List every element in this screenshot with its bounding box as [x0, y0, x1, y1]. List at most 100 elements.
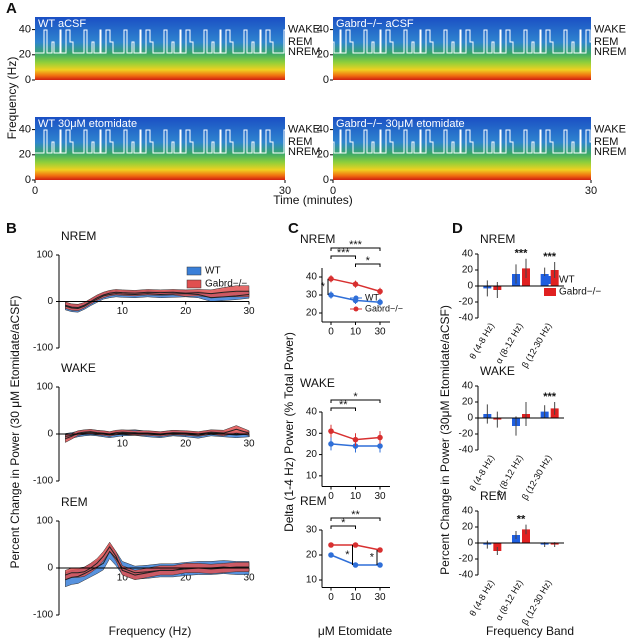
point	[377, 434, 383, 441]
panel-title: WAKE	[480, 364, 515, 378]
x-tick-label: 30	[374, 327, 386, 338]
significance-label: **	[339, 399, 348, 411]
x-tick-label: 30	[279, 185, 291, 197]
panel-label: A	[6, 0, 17, 17]
y-axis-label: Percent Change in Power (30 μM Etomidate…	[8, 295, 22, 568]
y-tick-label: 10	[306, 575, 318, 586]
panel-title: WAKE	[61, 361, 96, 375]
bar	[522, 529, 530, 543]
x-tick-label: 0	[330, 185, 336, 197]
y-tick-label: 0	[467, 538, 473, 549]
x-tick-label: 20	[180, 573, 192, 584]
significance-label: ***	[543, 251, 557, 263]
point	[328, 441, 334, 447]
panel-title: Gabrd−/− 30μM etomidate	[336, 118, 465, 130]
point	[377, 562, 383, 568]
y-tick-label: -40	[459, 313, 474, 324]
panel-title: NREM	[300, 232, 335, 246]
panel-title: REM	[300, 494, 327, 508]
error-band	[65, 541, 250, 581]
state-label: WAKE	[594, 24, 626, 36]
significance-bracket	[330, 407, 356, 411]
legend-swatch	[544, 288, 556, 296]
y-tick-label: 40	[306, 272, 318, 283]
legend-label: Gabrd−/−	[559, 287, 601, 298]
mean-line	[65, 293, 250, 309]
legend-marker	[353, 295, 359, 301]
state-label: WAKE	[288, 24, 320, 36]
state-label: NREM	[594, 46, 626, 58]
point	[352, 281, 359, 288]
point	[328, 276, 334, 282]
x-tick-label: 30	[374, 592, 386, 603]
y-tick-label: 20	[19, 149, 31, 161]
panel-label: C	[288, 220, 299, 237]
x-tick-label: θ (4-8 Hz)	[467, 453, 496, 493]
y-tick-label: 20	[462, 397, 474, 408]
y-tick-label: 20	[306, 550, 318, 561]
y-tick-label: 40	[19, 124, 31, 136]
significance-bracket	[330, 399, 381, 403]
y-tick-label: 40	[317, 24, 329, 36]
x-tick-label: 10	[350, 592, 362, 603]
y-tick-label: -100	[33, 343, 53, 354]
significance-bracket	[330, 525, 356, 529]
y-tick-label: 20	[19, 49, 31, 61]
y-tick-label: 20	[306, 449, 318, 460]
point	[377, 299, 383, 306]
y-axis-label: Delta (1-4 Hz) Power (% Total Power)	[282, 332, 296, 532]
state-label: REM	[594, 136, 618, 148]
x-tick-label: 30	[243, 573, 255, 584]
x-tick-label: 0	[32, 185, 38, 197]
x-axis-label: μM Etomidate	[318, 624, 393, 638]
legend-label: WT	[205, 266, 221, 277]
y-tick-label: 30	[306, 428, 318, 439]
x-tick-label: α (8-12 Hz)	[494, 321, 525, 365]
x-axis-label: Frequency Band	[486, 624, 574, 638]
legend-label: WT	[365, 292, 379, 302]
legend-swatch	[544, 276, 556, 284]
y-tick-label: 10	[306, 470, 318, 481]
significance-label: ***	[337, 247, 351, 259]
significance-label: *	[370, 551, 375, 563]
point	[377, 288, 383, 295]
x-tick-label: θ (4-8 Hz)	[467, 321, 496, 361]
y-tick-label: 100	[36, 250, 53, 261]
panel-title: Gabrd−/− aCSF	[336, 18, 414, 30]
significance-bracket	[330, 517, 381, 521]
y-axis-label: Frequency (Hz)	[5, 57, 19, 140]
x-tick-label: 10	[350, 491, 362, 502]
hypnogram	[35, 117, 285, 180]
x-tick-label: 20	[180, 306, 192, 317]
significance-label: **	[517, 514, 526, 526]
legend-label: Gabrd−/−	[365, 303, 403, 313]
panel-title: REM	[480, 489, 507, 503]
point	[328, 428, 334, 434]
y-tick-label: 20	[317, 149, 329, 161]
x-axis-label: Frequency (Hz)	[109, 624, 192, 638]
significance-bracket	[330, 247, 381, 251]
panel-title: WT 30μM etomidate	[38, 118, 137, 130]
x-tick-label: 0	[328, 327, 334, 338]
y-tick-label: 100	[36, 516, 53, 527]
point	[377, 547, 383, 553]
hypnogram	[333, 117, 591, 180]
significance-label: *	[345, 549, 350, 561]
x-tick-label: 10	[117, 306, 129, 317]
significance-label: *	[341, 517, 346, 529]
y-tick-label: 30	[306, 525, 318, 536]
point	[352, 542, 359, 548]
point	[377, 443, 383, 449]
panel-title: WT aCSF	[38, 18, 86, 30]
y-tick-label: 100	[36, 382, 53, 393]
y-tick-label: -40	[459, 445, 474, 456]
x-tick-label: θ (4-8 Hz)	[467, 578, 496, 618]
y-tick-label: 40	[462, 249, 474, 260]
x-tick-label: α (8-12 Hz)	[494, 578, 525, 622]
x-tick-label: 10	[350, 327, 362, 338]
legend-swatch	[186, 266, 202, 276]
state-label: NREM	[594, 146, 626, 158]
state-label: NREM	[288, 46, 320, 58]
legend-swatch	[186, 279, 202, 289]
